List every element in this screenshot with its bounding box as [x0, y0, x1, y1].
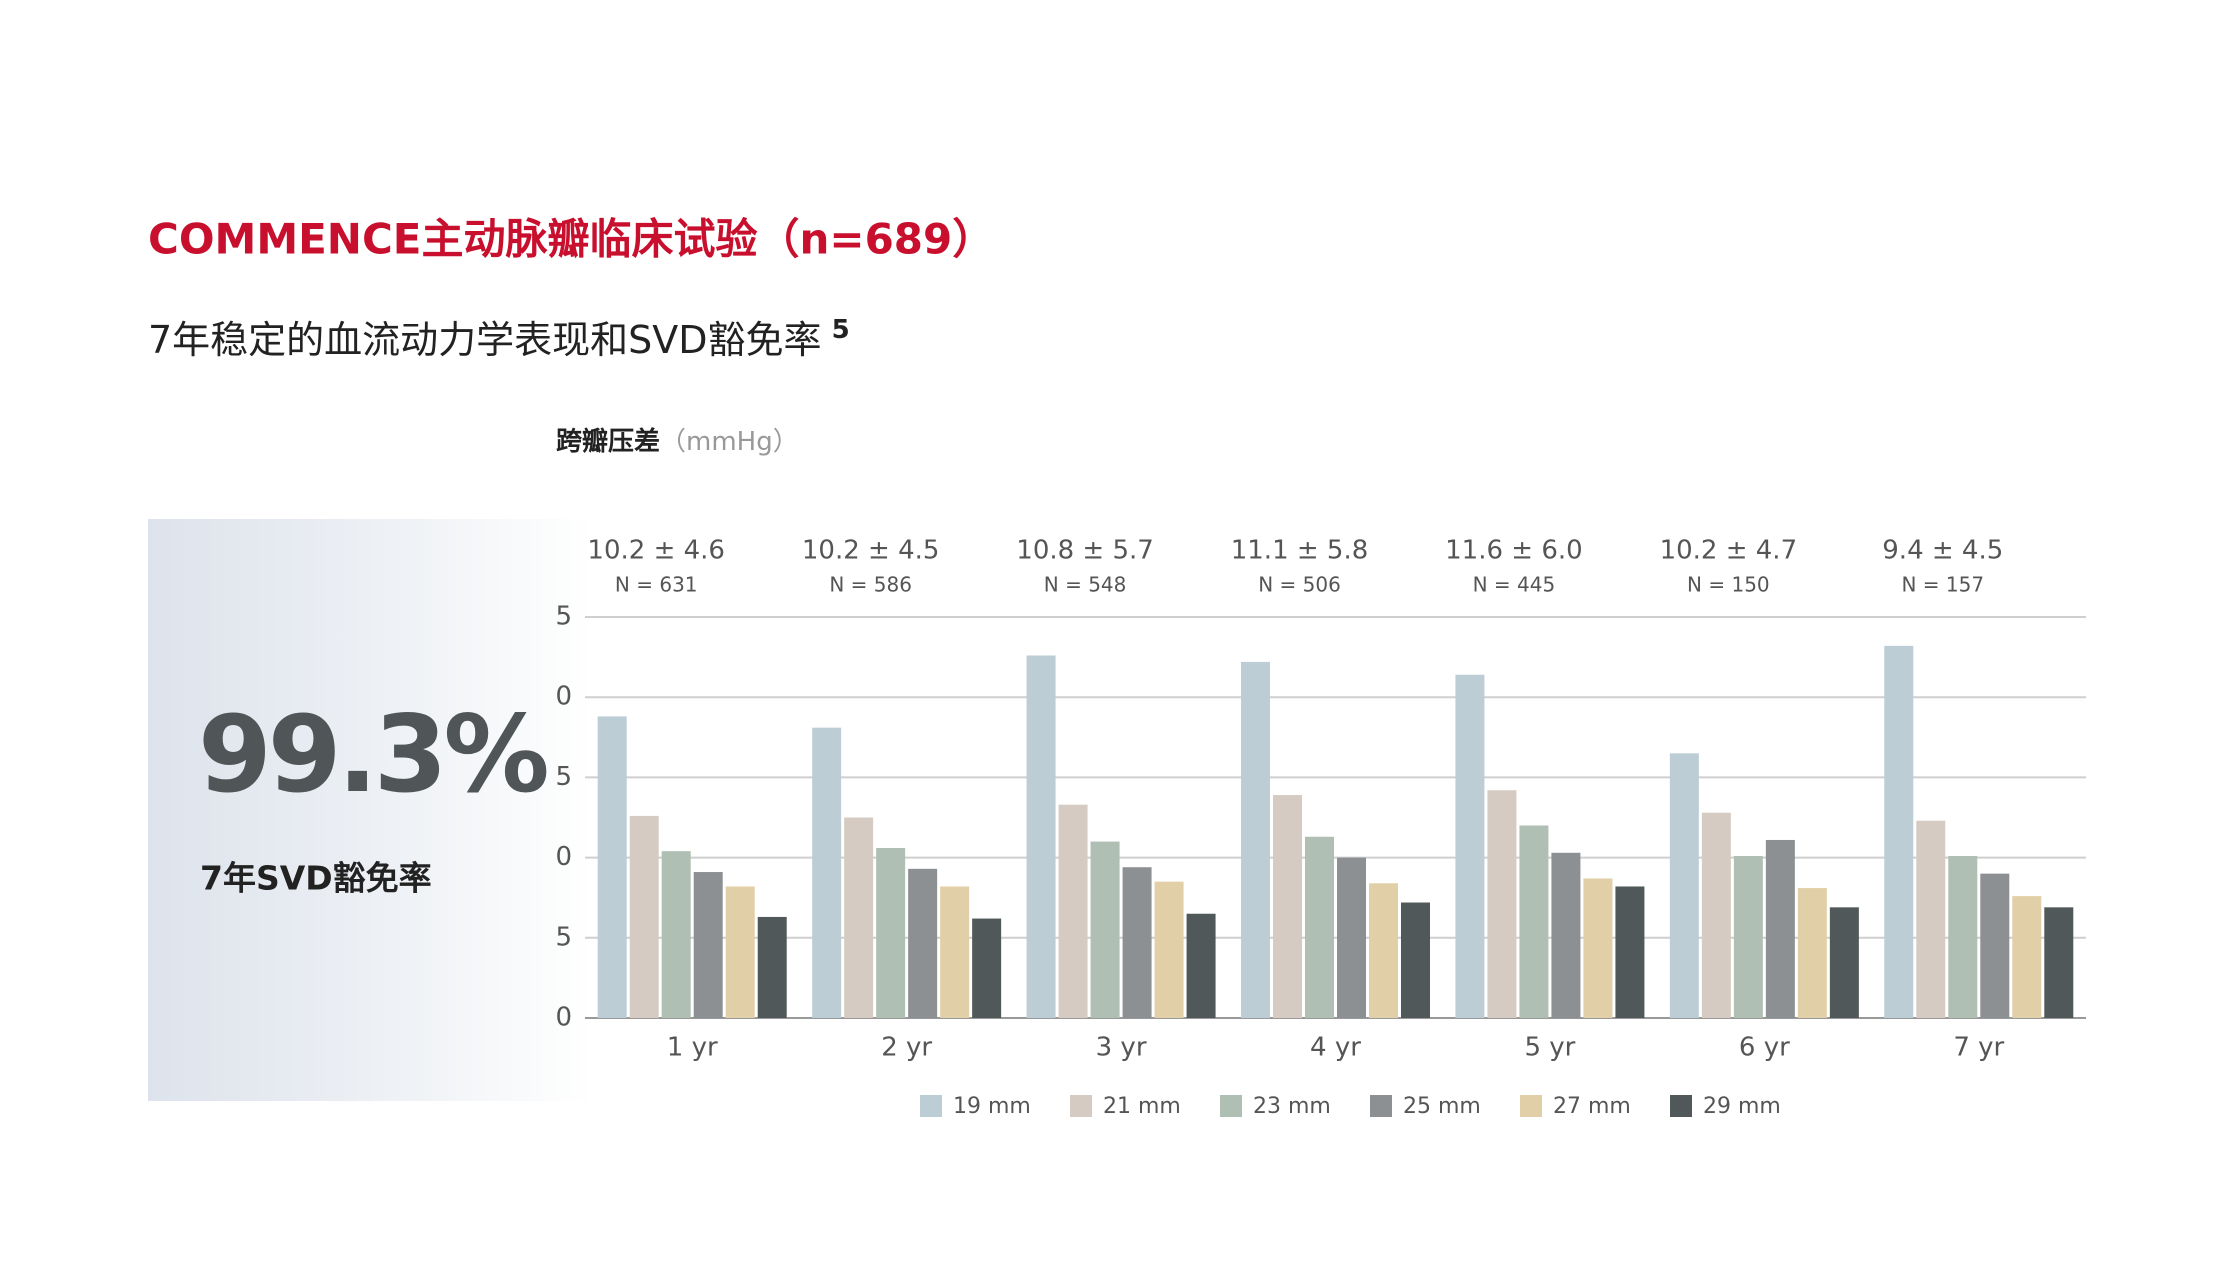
group-n: N = 548: [1044, 573, 1127, 597]
legend-swatch: [1070, 1095, 1092, 1117]
bar: [1273, 795, 1302, 1018]
bar: [693, 872, 723, 1018]
title: COMMENCE主动脉瓣临床试验（n=689）: [148, 215, 994, 264]
bar: [1369, 883, 1398, 1018]
highlight-value: 99.3%: [198, 693, 547, 816]
legend-swatch: [1220, 1095, 1242, 1117]
group-stat: 10.2 ± 4.7: [1660, 536, 1798, 566]
bar: [1026, 655, 1056, 1018]
group-stat: 11.6 ± 6.0: [1445, 536, 1583, 566]
bar: [1916, 820, 1946, 1018]
x-tick-label: 2 yr: [881, 1033, 932, 1063]
y-tick-label: 0: [555, 682, 572, 712]
bar: [1884, 645, 1914, 1018]
x-tick-label: 7 yr: [1953, 1033, 2004, 1063]
bar: [1551, 852, 1581, 1018]
bar: [757, 916, 787, 1018]
group-n: N = 150: [1687, 573, 1770, 597]
legend-swatch: [1520, 1095, 1542, 1117]
group-stat: 10.2 ± 4.6: [587, 536, 725, 566]
group-n: N = 445: [1473, 573, 1556, 597]
bar: [1455, 674, 1485, 1018]
bar: [1948, 855, 1978, 1018]
legend-label: 21 mm: [1103, 1094, 1181, 1119]
legend-label: 29 mm: [1703, 1094, 1781, 1119]
y-label-text: 跨瓣压差: [556, 426, 660, 457]
y-tick-label: 5: [555, 762, 572, 792]
y-label: 跨瓣压差（mmHg）: [556, 426, 799, 457]
y-tick-label: 0: [555, 842, 572, 872]
bar: [1583, 878, 1613, 1018]
bar: [844, 817, 874, 1018]
group-stat: 11.1 ± 5.8: [1231, 536, 1369, 566]
bar: [725, 886, 755, 1018]
bar: [1337, 857, 1366, 1018]
legend-swatch: [1670, 1095, 1692, 1117]
bar: [1797, 888, 1827, 1018]
legend-swatch: [1370, 1095, 1392, 1117]
y-unit: （mmHg）: [660, 427, 799, 457]
y-tick-label: 0: [555, 1003, 572, 1033]
group-stat: 10.2 ± 4.5: [802, 536, 940, 566]
legend-label: 25 mm: [1403, 1094, 1481, 1119]
bar: [940, 886, 970, 1018]
bar: [1305, 836, 1334, 1018]
x-tick-label: 4 yr: [1310, 1033, 1361, 1063]
group-stat: 9.4 ± 4.5: [1882, 536, 2003, 566]
group-n: N = 506: [1258, 573, 1341, 597]
bar: [629, 815, 659, 1018]
subtitle-ref: 5: [832, 315, 850, 345]
bar: [2044, 907, 2074, 1018]
bar: [661, 851, 691, 1018]
bar: [1615, 886, 1645, 1018]
legend-label: 23 mm: [1253, 1094, 1331, 1119]
subtitle-text: 7年稳定的血流动力学表现和SVD豁免率: [148, 318, 822, 362]
y-tick-label: 5: [555, 602, 572, 632]
bar: [812, 727, 842, 1018]
bar: [597, 716, 627, 1018]
highlight-panel: [148, 519, 593, 1101]
group-n: N = 157: [1901, 573, 1984, 597]
bar: [2012, 896, 2042, 1018]
subtitle: 7年稳定的血流动力学表现和SVD豁免率 5: [148, 315, 850, 362]
x-tick-label: 3 yr: [1096, 1033, 1147, 1063]
bar: [1980, 873, 2010, 1018]
bar: [1487, 790, 1517, 1018]
bar: [908, 868, 938, 1018]
bar: [1765, 839, 1795, 1018]
bar: [1829, 907, 1859, 1018]
bar: [1733, 855, 1763, 1018]
group-n: N = 631: [615, 573, 698, 597]
bar: [1154, 881, 1184, 1018]
x-tick-label: 1 yr: [667, 1033, 718, 1063]
group-stat: 10.8 ± 5.7: [1016, 536, 1154, 566]
x-tick-label: 6 yr: [1739, 1033, 1790, 1063]
bar: [1669, 753, 1699, 1018]
bar: [1401, 902, 1430, 1018]
group-n: N = 586: [829, 573, 912, 597]
bar: [1519, 825, 1549, 1018]
bar: [972, 918, 1002, 1018]
bar: [1058, 804, 1088, 1018]
bar: [1186, 913, 1216, 1018]
legend-swatch: [920, 1095, 942, 1117]
bar: [1241, 661, 1270, 1018]
bar: [1090, 841, 1120, 1018]
y-tick-label: 5: [555, 922, 572, 952]
x-tick-label: 5 yr: [1524, 1033, 1575, 1063]
legend-label: 27 mm: [1553, 1094, 1631, 1119]
bar: [876, 847, 906, 1018]
bar: [1122, 867, 1152, 1018]
highlight-label: 7年SVD豁免率: [200, 859, 432, 898]
bar: [1701, 812, 1731, 1018]
legend-label: 19 mm: [953, 1094, 1031, 1119]
